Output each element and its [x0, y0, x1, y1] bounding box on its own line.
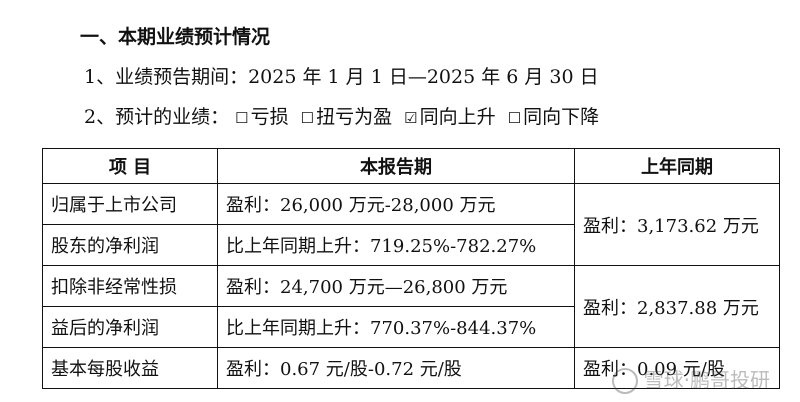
table-row: 归属于上市公司 盈利：26,000 万元-28,000 万元 盈利：3,173.… — [42, 183, 780, 266]
forecast-period-line: 1、业绩预告期间：2025 年 1 月 1 日—2025 年 6 月 30 日 — [84, 66, 599, 88]
prior-value-cell: 盈利：3,173.62 万元 — [574, 183, 780, 266]
prior-value-cell: 盈利：2,837.88 万元 — [574, 265, 780, 348]
table-row: 扣除非经常性损 盈利：24,700 万元—26,800 万元 盈利：2,837.… — [42, 265, 780, 348]
current-change-cell: 比上年同期上升：770.37%-844.37% — [217, 306, 575, 348]
checkbox-icon: ☐ — [507, 109, 522, 127]
table-row: 基本每股收益 盈利：0.67 元/股-0.72 元/股 盈利：0.09 元/股 — [42, 347, 780, 389]
checked-checkbox-icon: ☑ — [404, 109, 418, 127]
current-change-cell: 比上年同期上升：719.25%-782.27% — [217, 224, 575, 266]
option-label: 亏损 — [250, 106, 289, 128]
header-item: 项 目 — [42, 148, 218, 184]
current-value-cell: 盈利：24,700 万元—26,800 万元 — [217, 265, 575, 307]
header-current-period: 本报告期 — [217, 148, 575, 184]
performance-table: 项 目 本报告期 上年同期 归属于上市公司 盈利：26,000 万元-28,00… — [42, 148, 780, 389]
row-item-cell: 归属于上市公司 — [42, 183, 218, 225]
current-value-cell: 盈利：0.67 元/股-0.72 元/股 — [217, 347, 575, 389]
option-increase: ☑ 同向上升 — [404, 106, 495, 128]
forecast-type-line: 2、预计的业绩： ☐ 亏损 ☐ 扭亏为盈 ☑ 同向上升 ☐ 同向下降 — [84, 102, 605, 129]
option-label: 同向上升 — [419, 106, 496, 128]
snowball-logo-icon — [611, 368, 638, 394]
forecast-type-prefix: 2、预计的业绩： — [84, 106, 230, 128]
header-prior-period: 上年同期 — [574, 148, 780, 184]
prior-value-cell: 盈利：0.09 元/股 — [574, 347, 780, 389]
option-decrease: ☐ 同向下降 — [508, 106, 599, 128]
option-label: 扭亏为盈 — [316, 106, 393, 128]
row-item-cell: 股东的净利润 — [42, 224, 218, 266]
section-heading: 一、本期业绩预计情况 — [80, 26, 271, 48]
watermark-text: 雪球·鹏哥投研 — [643, 367, 770, 392]
option-label: 同向下降 — [523, 106, 600, 128]
table-header-row: 项 目 本报告期 上年同期 — [42, 148, 780, 184]
option-turnaround: ☐ 扭亏为盈 — [301, 106, 392, 128]
option-loss: ☐ 亏损 — [235, 106, 288, 128]
row-item-cell: 扣除非经常性损 — [42, 265, 218, 307]
row-item-cell: 益后的净利润 — [42, 306, 218, 348]
table-row: 益后的净利润 比上年同期上升：770.37%-844.37% — [42, 306, 780, 348]
watermark: 雪球·鹏哥投研 — [611, 364, 770, 394]
current-value-cell: 盈利：26,000 万元-28,000 万元 — [217, 183, 575, 225]
table-row: 股东的净利润 比上年同期上升：719.25%-782.27% — [42, 224, 780, 266]
checkbox-icon: ☐ — [300, 109, 315, 127]
checkbox-icon: ☐ — [235, 109, 249, 127]
row-item-cell: 基本每股收益 — [42, 347, 218, 389]
